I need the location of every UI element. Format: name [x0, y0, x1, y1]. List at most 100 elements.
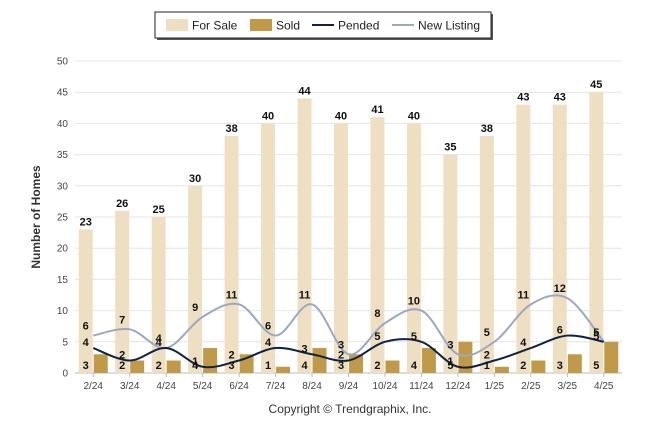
- bar-for-sale: [151, 217, 166, 373]
- x-tick-label: 10/24: [372, 381, 397, 392]
- bar-sold: [385, 360, 400, 373]
- legend-swatch-for-sale: [166, 19, 188, 31]
- data-label-pended: 2: [119, 350, 125, 362]
- x-tick-label: 12/24: [445, 381, 470, 392]
- data-label-pended: 3: [301, 343, 307, 355]
- data-label-new-listing: 12: [554, 283, 566, 295]
- bar-sold: [421, 348, 436, 373]
- data-label-sold: 2: [520, 360, 526, 372]
- bar-for-sale: [224, 135, 239, 373]
- bar-for-sale: [334, 123, 348, 374]
- data-label-for-sale: 43: [554, 92, 566, 104]
- data-label-new-listing: 11: [226, 289, 238, 301]
- x-tick-label: 4/24: [156, 381, 176, 392]
- legend-label-new-listing: New Listing: [418, 19, 480, 33]
- x-tick-label: 3/25: [558, 381, 578, 392]
- data-label-sold: 3: [557, 360, 563, 372]
- bar-for-sale: [261, 123, 276, 374]
- x-tick-label: 3/24: [120, 381, 140, 392]
- data-label-for-sale: 30: [189, 173, 201, 185]
- data-label-for-sale: 35: [444, 142, 456, 154]
- data-label-new-listing: 5: [484, 327, 490, 339]
- legend-swatch-sold: [250, 19, 272, 31]
- data-label-sold: 4: [301, 360, 308, 372]
- bar-for-sale: [370, 117, 385, 373]
- data-label-sold: 1: [265, 360, 271, 372]
- data-label-sold: 2: [156, 360, 162, 372]
- data-label-sold: 3: [229, 360, 235, 372]
- y-tick-label: 25: [57, 213, 69, 224]
- series-line-pended: [92, 334, 604, 369]
- bar-sold: [531, 360, 546, 373]
- data-label-new-listing: 5: [593, 327, 599, 339]
- data-label-for-sale: 40: [335, 110, 347, 122]
- data-label-sold: 5: [593, 360, 599, 372]
- data-label-pended: 5: [593, 331, 599, 343]
- bar-sold: [166, 360, 181, 373]
- y-axis-label: Number of Homes: [29, 165, 43, 269]
- y-axis-ticks: 0 5 10 15 20 25 30 35 40 45 50: [57, 57, 69, 380]
- data-label-pended: 5: [374, 331, 380, 343]
- y-tick-label: 30: [57, 181, 69, 192]
- bar-for-sale: [552, 104, 567, 374]
- x-tick-label: 9/24: [339, 381, 359, 392]
- bar-sold: [276, 366, 291, 373]
- data-label-pended: 6: [557, 325, 563, 337]
- bar-for-sale: [479, 135, 494, 373]
- data-label-sold: 1: [484, 360, 490, 372]
- y-tick-label: 10: [57, 306, 69, 317]
- data-label-pended: 4: [156, 337, 163, 349]
- data-label-pended: 1: [192, 356, 198, 368]
- data-label-new-listing: 8: [374, 308, 380, 320]
- x-tick-label: 1/25: [485, 381, 505, 392]
- data-label-for-sale: 40: [408, 110, 420, 122]
- data-label-new-listing: 10: [408, 296, 420, 308]
- y-tick-label: 5: [62, 337, 68, 348]
- y-tick-label: 0: [62, 369, 68, 380]
- data-label-for-sale: 44: [298, 85, 311, 97]
- data-label-new-listing: 11: [299, 289, 311, 301]
- data-label-pended: 4: [83, 337, 90, 349]
- data-label-for-sale: 45: [590, 79, 602, 91]
- data-label-for-sale: 40: [262, 110, 274, 122]
- data-label-pended: 4: [265, 337, 272, 349]
- x-tick-label: 7/24: [266, 381, 286, 392]
- data-label-for-sale: 41: [371, 104, 383, 116]
- data-label-pended: 4: [520, 337, 527, 349]
- x-tick-label: 5/24: [193, 381, 213, 392]
- data-label-pended: 2: [338, 350, 344, 362]
- data-label-new-listing: 7: [119, 314, 125, 326]
- legend-label-sold: Sold: [276, 19, 300, 33]
- data-label-new-listing: 4: [156, 333, 163, 345]
- data-label-for-sale: 38: [225, 123, 237, 135]
- data-labels: 2334626227252443041938321140146444311403…: [80, 79, 603, 372]
- copyright-text: Copyright © Trendgraphix, Inc.: [269, 402, 432, 416]
- bar-sold: [494, 366, 509, 373]
- x-tick-label: 8/24: [302, 381, 322, 392]
- y-tick-label: 15: [57, 275, 69, 286]
- bar-sold: [567, 354, 582, 373]
- x-tick-label: 4/25: [594, 381, 614, 392]
- x-tick-label: 11/24: [409, 381, 434, 392]
- bar-sold: [458, 341, 473, 373]
- data-label-new-listing: 6: [265, 321, 271, 333]
- data-label-for-sale: 26: [116, 198, 128, 210]
- data-label-for-sale: 25: [153, 204, 165, 216]
- bar-for-sale: [188, 185, 203, 373]
- data-label-sold: 2: [119, 360, 125, 372]
- lines: [92, 294, 605, 369]
- bars: [78, 92, 619, 374]
- data-label-for-sale: 23: [80, 216, 92, 228]
- x-tick-label: 2/24: [83, 381, 103, 392]
- data-label-sold: 3: [338, 360, 344, 372]
- x-tick-label: 2/25: [521, 381, 541, 392]
- data-label-sold: 4: [192, 360, 199, 372]
- data-label-new-listing: 6: [83, 321, 89, 333]
- bar-for-sale: [78, 229, 93, 373]
- data-label-for-sale: 38: [481, 123, 493, 135]
- data-label-sold: 5: [447, 360, 453, 372]
- bar-sold: [312, 348, 327, 373]
- legend-label-pended: Pended: [338, 19, 379, 33]
